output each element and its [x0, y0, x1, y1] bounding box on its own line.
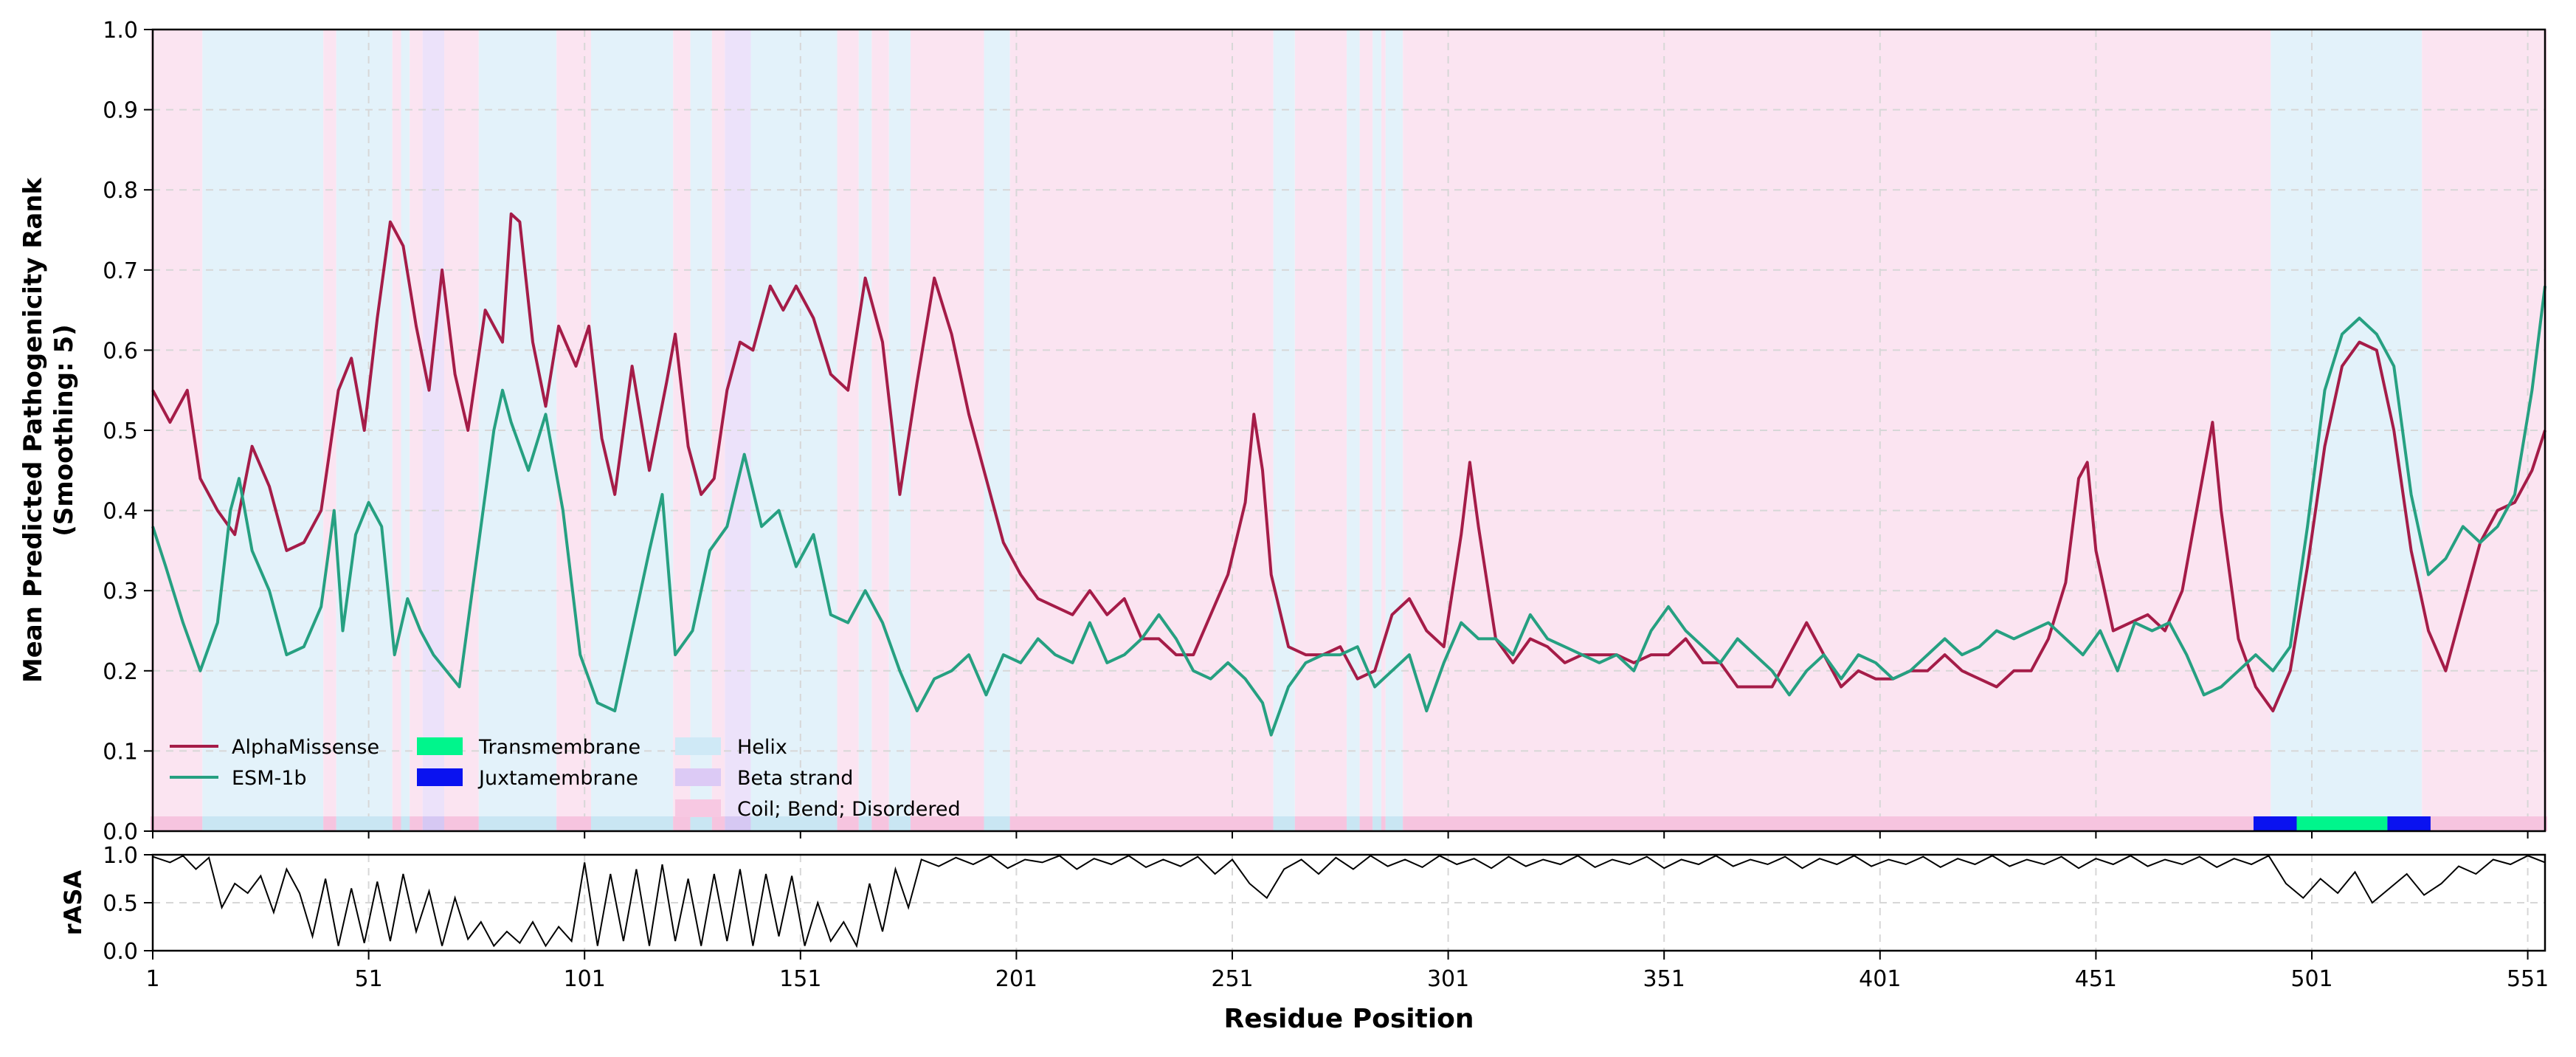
y-tick-label: 0.7 — [103, 258, 138, 284]
legend-patch-swatch — [417, 737, 463, 755]
helix-strip-segment — [478, 816, 557, 831]
helix-strip-segment — [1385, 816, 1403, 831]
y-tick-label: 0.6 — [103, 338, 138, 364]
coil-strip-segment — [871, 816, 889, 831]
x-ticks — [152, 831, 2529, 839]
y-tick-label: 0.0 — [103, 819, 138, 845]
legend-patch-swatch — [675, 799, 721, 817]
x-tick-label: 101 — [564, 966, 606, 992]
legend-label: ESM-1b — [232, 767, 307, 790]
y-tick-label: 0.5 — [103, 891, 138, 917]
coil-strip-segment — [410, 816, 423, 831]
x-tick-label: 51 — [355, 966, 383, 992]
y-tick-label: 0.4 — [103, 499, 138, 525]
helix-strip-segment — [690, 816, 712, 831]
y-tick-label: 0.1 — [103, 739, 138, 765]
alphamissense-line — [151, 212, 2546, 713]
legend-patch-swatch — [675, 768, 721, 786]
y-tick-label: 0.3 — [103, 579, 138, 605]
y-tick-label: 0.9 — [103, 98, 138, 124]
x-tick-label: 401 — [1859, 966, 1901, 992]
juxtamembrane-segment — [2387, 816, 2431, 831]
y-axis-label-line1: Mean Predicted Pathogenicity Rank — [18, 176, 48, 683]
legend-patch-swatch — [675, 737, 721, 755]
y-tick-label: 1.0 — [103, 843, 138, 869]
coil-strip-segment — [673, 816, 691, 831]
y-tick-label: 0.8 — [103, 178, 138, 204]
y-tick-label: 0.0 — [103, 939, 138, 965]
x-axis-label: Residue Position — [1223, 1004, 1474, 1034]
coil-strip-segment — [1294, 816, 1347, 831]
helix-strip-segment — [202, 816, 324, 831]
coil-strip-segment — [151, 816, 203, 831]
esm-1b-line — [151, 286, 2546, 737]
coil-strip-segment — [392, 816, 401, 831]
y-tick-labels: 0.0 0.1 0.2 0.3 0.4 0.5 0.6 0.7 0.8 0.9 1.0 — [103, 18, 153, 845]
coil-strip-segment — [1381, 816, 1386, 831]
y-tick-label: 0.5 — [103, 419, 138, 444]
legend-label: Beta strand — [737, 767, 853, 790]
coil-strip-segment — [1009, 816, 1274, 831]
coil-span — [1403, 30, 2271, 831]
legend-label: Coil; Bend; Disordered — [737, 798, 961, 821]
coil-strip-segment — [323, 816, 336, 831]
helix-strip-segment — [401, 816, 410, 831]
coil-strip-segment — [444, 816, 479, 831]
x-tick-label: 451 — [2075, 966, 2117, 992]
coil-strip-segment — [837, 816, 859, 831]
coil-strip-segment — [911, 816, 984, 831]
x-tick-label: 301 — [1427, 966, 1469, 992]
x-tick-label: 251 — [1211, 966, 1253, 992]
legend-patch-swatch — [417, 768, 463, 786]
helix-strip-segment — [1273, 816, 1295, 831]
coil-span — [556, 30, 591, 831]
x-tick-label: 1 — [145, 966, 159, 992]
helix-strip-segment — [858, 816, 872, 831]
coil-strip-segment — [1403, 816, 2271, 831]
y-tick-labels: 0.0 0.5 1.0 — [103, 843, 153, 965]
y-tick-label: 0.2 — [103, 659, 138, 685]
grid — [152, 29, 2545, 832]
coil-strip-segment — [1359, 816, 1373, 831]
coil-span — [673, 30, 691, 831]
annotation-bars — [151, 816, 2547, 831]
x-tick-label: 501 — [2290, 966, 2332, 992]
strand-strip-segment — [422, 816, 445, 831]
helix-strip-segment — [888, 816, 911, 831]
strand-strip-segment — [725, 816, 751, 831]
y-axis-label-line2: (Smoothing: 5) — [49, 324, 79, 536]
helix-strip-segment — [984, 816, 1010, 831]
helix-strip-segment — [590, 816, 674, 831]
coil-span — [711, 30, 725, 831]
helix-strip-segment — [1347, 816, 1360, 831]
helix-strip-segment — [336, 816, 393, 831]
legend: AlphaMissense ESM-1b Transmembrane Juxtamem… — [170, 736, 961, 821]
pathogenicity-panel: 0.0 0.1 0.2 0.3 0.4 0.5 0.6 0.7 0.8 0.9 1.0 Mean P… — [18, 18, 2547, 845]
rasa-panel: 0.00.51.0 1 51 101 151 201 251 301 351 401 451 501… — [59, 843, 2549, 1034]
coil-strip-segment — [711, 816, 725, 831]
x-tick-label: 201 — [995, 966, 1037, 992]
helix-strip-segment — [1372, 816, 1381, 831]
transmembrane-segment — [2296, 816, 2388, 831]
x-tick-label: 151 — [779, 966, 821, 992]
coil-span — [1381, 30, 1386, 831]
helix-strip-segment — [750, 816, 838, 831]
coil-strip-segment — [556, 816, 591, 831]
x-tick-label: 551 — [2507, 966, 2549, 992]
x-tick-label: 351 — [1643, 966, 1685, 992]
legend-label: Transmembrane — [478, 736, 640, 759]
legend-label: Helix — [737, 736, 787, 759]
rasa-series — [152, 854, 2546, 948]
coil-strip-segment — [2422, 816, 2547, 831]
rasa-y-axis-label: rASA — [59, 870, 87, 936]
helix-span — [858, 30, 872, 831]
juxtamembrane-segment — [2253, 816, 2297, 831]
x-tick-labels: 1 51 101 151 201 251 301 351 401 451 501 551 — [145, 951, 2549, 992]
series-lines — [151, 212, 2546, 737]
rasa-line — [152, 854, 2546, 948]
legend-label: Juxtamembrane — [477, 767, 638, 790]
y-tick-label: 1.0 — [103, 18, 138, 44]
legend-label: AlphaMissense — [232, 736, 379, 759]
